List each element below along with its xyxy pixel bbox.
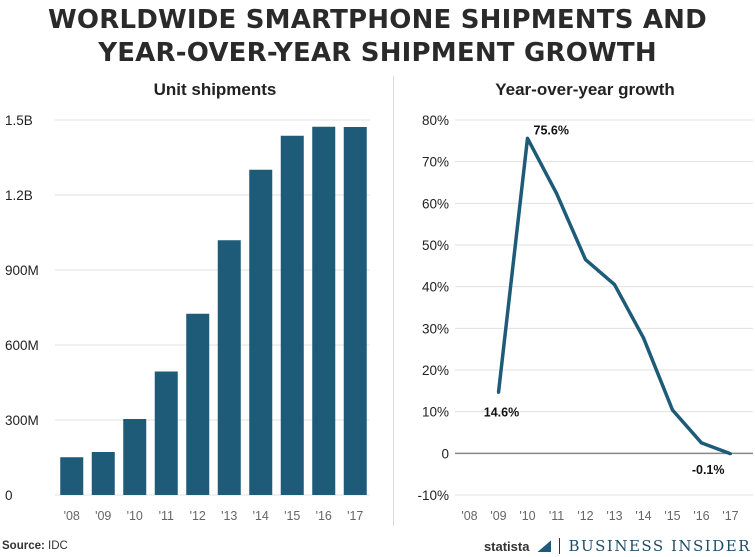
line-y-tick-label: 20% [422, 363, 449, 378]
growth-data-label: 75.6% [534, 123, 569, 137]
line-y-tick-label: 10% [422, 405, 449, 420]
bar-y-tick-label: 900M [5, 263, 39, 278]
bar-y-tick-label: 1.5B [5, 113, 33, 128]
bar-6 [249, 169, 273, 495]
line-x-tick-label: '13 [606, 509, 622, 523]
bar-x-tick-label: '08 [64, 509, 80, 523]
bar-2 [123, 419, 147, 495]
source-note: Source: IDC [2, 540, 68, 552]
bar-7 [280, 135, 304, 495]
line-y-tick-label: 70% [422, 155, 449, 170]
growth-point-5 [613, 283, 616, 287]
line-y-tick-label: 0 [441, 446, 449, 461]
line-x-tick-label: '08 [461, 509, 477, 523]
business-insider-logo: BUSINESS INSIDER [568, 537, 751, 555]
bar-y-tick-label: 300M [5, 413, 39, 428]
statista-icon [537, 540, 552, 552]
bar-y-tick-label: 0 [5, 488, 13, 503]
line-chart-subtitle: Year-over-year growth [495, 80, 675, 99]
bar-9 [343, 127, 367, 495]
line-x-tick-label: '15 [664, 509, 680, 523]
bar-0 [60, 457, 84, 495]
title-line-1: WORLDWIDE SMARTPHONE SHIPMENTS AND [48, 5, 707, 35]
growth-data-label: -0.1% [692, 463, 725, 477]
bar-3 [154, 371, 178, 495]
growth-point-4 [584, 258, 587, 262]
bar-chart-subtitle: Unit shipments [153, 80, 277, 99]
growth-point-9 [729, 452, 732, 456]
bar-x-tick-label: '15 [284, 509, 300, 523]
line-y-tick-label: 40% [422, 280, 449, 295]
source-value: IDC [48, 540, 68, 552]
growth-point-8 [700, 441, 703, 445]
bar-x-tick-label: '12 [190, 509, 206, 523]
bar-1 [91, 452, 115, 495]
bar-4 [186, 313, 210, 495]
bar-x-tick-label: '09 [95, 509, 111, 523]
line-x-tick-label: '17 [722, 509, 738, 523]
growth-point-6 [642, 336, 645, 340]
bar-x-tick-label: '17 [347, 509, 363, 523]
line-x-tick-label: '14 [635, 509, 651, 523]
brand-separator [559, 538, 561, 554]
title-line-2: YEAR-OVER-YEAR SHIPMENT GROWTH [98, 38, 657, 68]
line-x-tick-label: '09 [490, 509, 506, 523]
line-y-tick-label: 50% [422, 238, 449, 253]
footer-brand: statista BUSINESS INSIDER [484, 536, 751, 556]
growth-point-1 [497, 391, 500, 394]
bar-5 [217, 240, 241, 495]
growth-data-label: 14.6% [484, 406, 519, 420]
bar-y-tick-label: 1.2B [5, 188, 33, 203]
bar-x-tick-label: '14 [253, 509, 269, 523]
panel-divider [393, 76, 394, 526]
bar-x-tick-label: '10 [127, 509, 143, 523]
growth-point-2 [526, 136, 529, 140]
bar-y-tick-label: 600M [5, 338, 39, 353]
chart-title: WORLDWIDE SMARTPHONE SHIPMENTS AND YEAR-… [0, 4, 755, 70]
line-x-tick-label: '11 [549, 509, 564, 523]
bar-8 [312, 126, 336, 495]
line-x-tick-label: '12 [577, 509, 593, 523]
line-y-tick-label: 60% [422, 196, 449, 211]
growth-point-7 [671, 408, 674, 412]
statista-logo: statista [483, 538, 530, 554]
bar-x-tick-label: '11 [159, 509, 174, 523]
growth-series-line [496, 136, 732, 456]
line-y-tick-label: 80% [422, 113, 449, 128]
bar-x-tick-label: '16 [316, 509, 332, 523]
source-label: Source: [2, 540, 45, 552]
growth-point-3 [555, 191, 558, 195]
line-x-tick-label: '10 [519, 509, 535, 523]
line-y-tick-label: 30% [422, 321, 449, 336]
line-x-tick-label: '16 [693, 509, 709, 523]
line-y-tick-label: -10% [417, 488, 449, 503]
bar-x-tick-label: '13 [221, 509, 237, 523]
